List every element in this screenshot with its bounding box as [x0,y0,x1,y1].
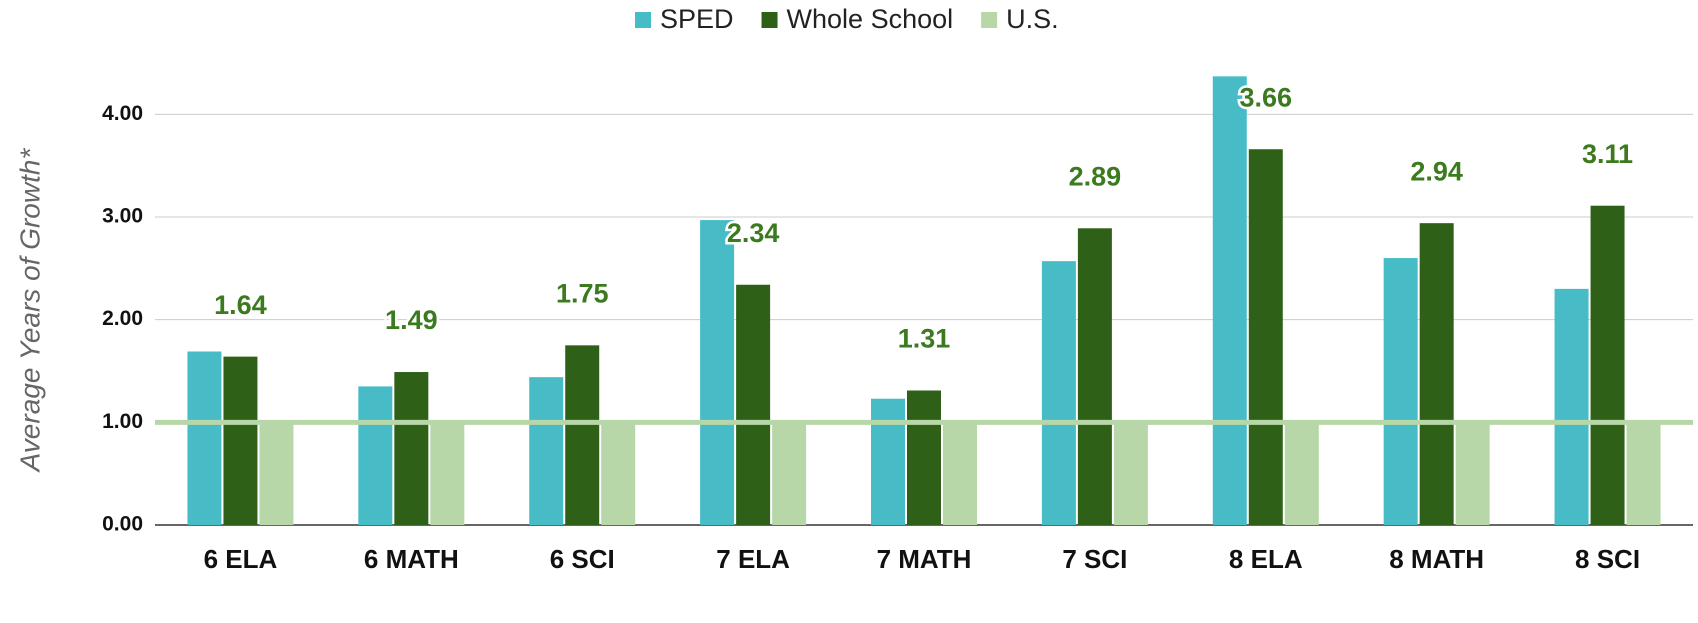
y-tick-label: 3.00 [102,205,143,228]
y-tick-label: 1.00 [102,410,143,433]
data-label: 1.75 [556,278,609,308]
legend-label: Whole School [787,4,954,34]
legend-swatch [761,12,778,28]
bar [1041,261,1076,525]
bar [772,422,807,525]
legend-label: U.S. [1006,4,1059,34]
x-tick-label: 6 MATH [364,544,459,574]
bar [1113,422,1148,525]
x-tick-label: 6 ELA [204,544,278,574]
bar [1383,258,1418,525]
bar [1077,228,1112,525]
data-label: 3.11 [1582,139,1633,169]
bar [736,284,771,525]
data-label: 1.64 [214,290,267,320]
y-tick-label: 0.00 [102,513,143,536]
x-tick-label: 6 SCI [550,544,615,574]
bar [187,351,222,525]
bar [1248,149,1283,526]
bar [907,390,941,525]
bar [529,377,564,525]
x-tick-label: 7 SCI [1062,544,1127,574]
x-tick-label: 8 MATH [1389,544,1484,574]
data-label: 2.94 [1410,156,1463,186]
bar [394,372,429,525]
y-axis-title: Average Years of Growth* [14,148,45,474]
data-label: 1.49 [385,305,438,335]
x-tick-label: 8 SCI [1575,544,1640,574]
bar [943,422,977,525]
y-tick-label: 4.00 [102,102,143,125]
bar [1212,76,1247,525]
x-tick-label: 7 ELA [716,544,790,574]
data-label: 2.89 [1069,161,1122,191]
legend-swatch [981,12,998,28]
bar [601,422,636,525]
bar [223,356,258,525]
bar [700,220,735,525]
data-label: 1.31 [898,324,951,354]
bar [1284,422,1319,525]
legend-swatch [635,12,651,28]
bar [430,422,465,525]
data-label: 2.34 [727,218,780,248]
bar [1626,422,1661,525]
data-label: 3.66 [1239,82,1292,112]
x-tick-label: 8 ELA [1229,544,1303,574]
x-tick-label: 7 MATH [877,544,972,574]
bar [358,386,393,525]
bar [565,345,600,525]
bar [1590,205,1625,525]
bar [1554,288,1589,525]
legend-label: SPED [660,4,734,34]
bar [1419,223,1454,525]
bar [871,398,905,525]
bar [259,422,294,525]
bar [1455,422,1490,525]
y-tick-label: 2.00 [102,307,143,330]
